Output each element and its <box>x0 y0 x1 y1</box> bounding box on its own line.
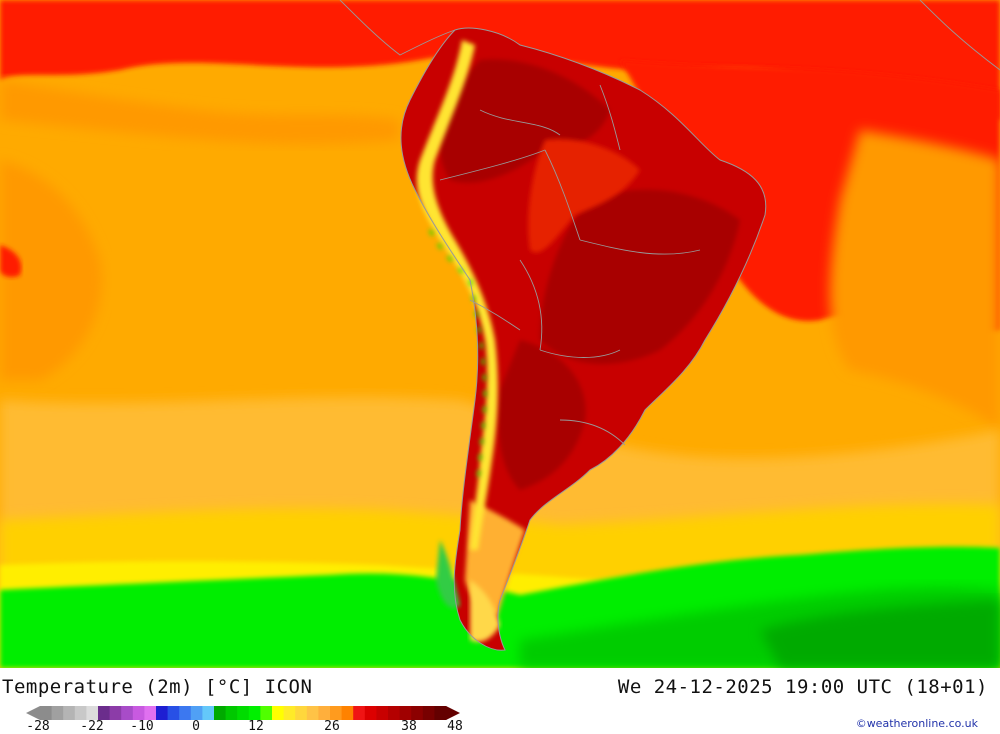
legend-color-swatch <box>364 706 377 720</box>
country-border <box>519 259 543 351</box>
north-ocean-warm <box>0 80 400 145</box>
map-title: Temperature (2m) [°C] ICON <box>2 676 313 698</box>
legend-color-swatch <box>121 706 134 720</box>
legend-color-swatch <box>399 706 412 720</box>
country-borders <box>339 0 1000 651</box>
country-border <box>339 0 456 56</box>
legend-color-swatch <box>341 706 354 720</box>
country-border <box>919 0 1000 71</box>
country-border <box>439 149 546 181</box>
legend-color-swatch <box>74 706 87 720</box>
tropical-warm-band <box>0 0 1000 120</box>
legend-tick-label: 26 <box>324 719 340 734</box>
country-border <box>469 299 521 331</box>
legend-low-arrow <box>26 706 40 720</box>
legend-color-swatch <box>422 706 435 720</box>
continent-shading <box>400 28 766 651</box>
legend-tick-label: -10 <box>130 719 154 734</box>
atlantic-east-orange <box>830 130 1000 430</box>
country-border <box>559 419 626 446</box>
pacific-warm-spot <box>0 245 22 278</box>
andes-cold-peaks <box>428 229 487 481</box>
country-border <box>599 84 621 151</box>
andes-ridge <box>416 40 498 550</box>
legend-color-swatch <box>260 706 273 720</box>
continent-outline <box>400 27 767 651</box>
legend-color-swatch <box>202 706 215 720</box>
tierra-del-fuego <box>470 580 500 642</box>
site-credit[interactable]: ©weatheronline.co.uk <box>855 717 978 730</box>
southern-dark-green <box>760 600 1000 668</box>
legend-color-swatch <box>330 706 342 720</box>
legend-color-swatch <box>98 706 110 720</box>
amazon-hot-core <box>440 59 610 183</box>
pacific-west-orange <box>0 160 102 380</box>
legend-color-swatch <box>306 706 319 720</box>
legend-color-swatch <box>272 706 284 720</box>
legend-tick-label: 48 <box>447 719 463 734</box>
country-border <box>544 149 581 241</box>
country-border <box>579 239 701 255</box>
legend-color-swatch <box>295 706 308 720</box>
legend-tick-label: 38 <box>401 719 417 734</box>
legend-color-swatch <box>376 706 389 720</box>
chaco-hot-core <box>498 340 586 490</box>
color-scale-legend <box>26 706 460 720</box>
legend-color-swatch <box>353 706 366 720</box>
legend-tick-label: 0 <box>192 719 200 734</box>
legend-high-arrow <box>446 706 460 720</box>
legend-color-swatch <box>167 706 180 720</box>
central-warm-patch <box>528 139 640 253</box>
legend-color-swatch <box>156 706 168 720</box>
country-border <box>539 349 621 358</box>
legend-color-swatch <box>388 706 400 720</box>
legend-color-swatch <box>51 706 64 720</box>
legend-color-swatch <box>411 706 424 720</box>
temperature-map <box>0 0 1000 668</box>
country-border <box>479 109 561 136</box>
legend-tick-label: -22 <box>80 719 104 734</box>
brazil-hot-core <box>540 189 740 364</box>
legend-color-swatch <box>86 706 99 720</box>
legend-color-swatch <box>434 706 447 720</box>
legend-color-swatch <box>109 706 122 720</box>
legend-color-swatch <box>179 706 192 720</box>
legend-color-swatch <box>132 706 145 720</box>
southern-chile-cool <box>436 540 460 609</box>
legend-color-swatch <box>237 706 250 720</box>
legend-color-swatch <box>225 706 238 720</box>
legend-color-swatch <box>248 706 261 720</box>
legend-color-swatch <box>318 706 331 720</box>
legend-color-swatch <box>214 706 226 720</box>
legend-tick-label: -28 <box>26 719 50 734</box>
legend-color-swatch <box>190 706 203 720</box>
legend-tick-label: 12 <box>248 719 264 734</box>
forecast-datetime: We 24-12-2025 19:00 UTC (18+01) <box>617 676 988 698</box>
legend-color-swatch <box>63 706 76 720</box>
legend-color-swatch <box>144 706 157 720</box>
legend-color-swatch <box>283 706 296 720</box>
legend-color-swatch <box>40 706 52 720</box>
